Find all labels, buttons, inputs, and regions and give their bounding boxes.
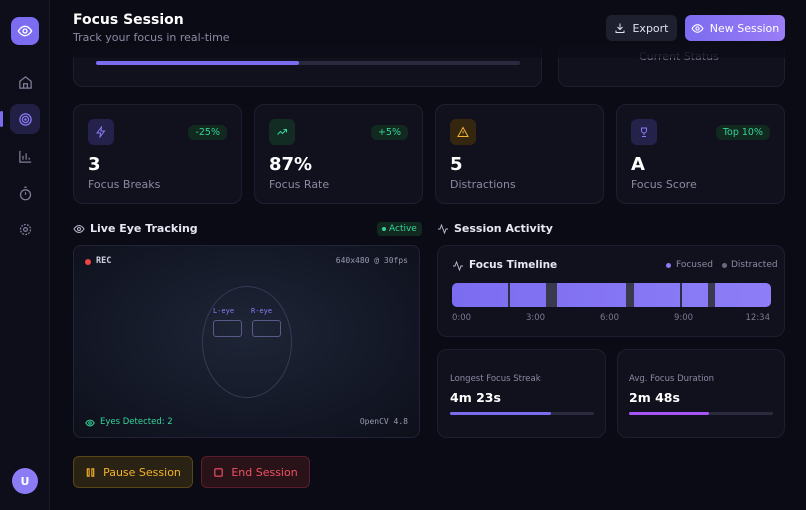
time-tick: 9:00	[674, 313, 694, 323]
header: Focus Session Track your focus in real-t…	[50, 0, 806, 58]
engine: OpenCV 4.8	[359, 417, 408, 426]
timeline-icon	[453, 260, 463, 272]
page-subtitle: Track your focus in real-time	[73, 31, 230, 44]
stat-value: 87%	[269, 154, 313, 175]
export-label: Export	[632, 21, 669, 35]
eye-icon	[73, 224, 85, 234]
metric-fill	[629, 412, 709, 415]
distracted-segment	[546, 283, 557, 307]
stat-icon	[88, 119, 114, 145]
legend-dot	[666, 263, 671, 268]
nav-home[interactable]	[11, 68, 39, 96]
metric-card: Avg. Focus Duration 2m 48s	[617, 349, 785, 438]
stat-card: +5% 87% Focus Rate	[254, 104, 423, 204]
right-eye-box	[252, 320, 281, 337]
metric-value: 4m 23s	[450, 390, 501, 405]
eyes-detected: Eyes Detected: 2	[100, 417, 173, 427]
time-tick: 3:00	[526, 313, 546, 323]
activity-icon	[438, 223, 448, 235]
distracted-segment	[680, 283, 682, 307]
stat-card: -25% 3 Focus Breaks	[73, 104, 242, 204]
left-eye-box	[213, 320, 242, 337]
sidebar: U	[0, 0, 50, 510]
time-tick: 6:00	[600, 313, 620, 323]
nav-timer[interactable]	[11, 179, 39, 207]
metric-value: 2m 48s	[629, 390, 680, 405]
left-eye-label: L-eye	[213, 307, 235, 315]
distracted-segment	[708, 283, 715, 307]
metric-label: Avg. Focus Duration	[629, 374, 715, 384]
rec-dot	[85, 259, 91, 265]
stat-card: Top 10% A Focus Score	[616, 104, 785, 204]
stat-value: 5	[450, 154, 463, 175]
end-button[interactable]: End Session	[201, 456, 310, 488]
active-label: Active	[389, 224, 417, 234]
stat-label: Focus Rate	[269, 178, 330, 191]
nav-focus[interactable]	[10, 104, 40, 134]
time-tick: 12:34	[745, 313, 771, 323]
time-tick: 0:00	[452, 313, 472, 323]
right-eye-label: R-eye	[251, 307, 273, 315]
metric-fill	[450, 412, 551, 415]
pause-label: Pause Session	[103, 465, 181, 479]
metric-card: Longest Focus Streak 4m 23s	[437, 349, 606, 438]
new-session-button[interactable]: New Session	[685, 15, 785, 41]
legend-label: Distracted	[731, 260, 778, 270]
nav-settings[interactable]	[11, 215, 39, 243]
page-title: Focus Session	[73, 12, 184, 28]
stat-badge: Top 10%	[715, 125, 770, 140]
rec-label: REC	[96, 256, 112, 266]
new-session-label: New Session	[709, 21, 780, 35]
stat-label: Distractions	[450, 178, 516, 191]
pause-button[interactable]: Pause Session	[73, 456, 193, 488]
stat-value: A	[631, 154, 645, 175]
legend-dot	[722, 263, 727, 268]
active-indicator	[0, 111, 3, 127]
legend-label: Focused	[676, 260, 713, 270]
distracted-segment	[626, 283, 634, 307]
stat-icon	[631, 119, 657, 145]
progress-track	[96, 61, 520, 65]
timeline-card: Focus Timeline Focused Distracted 0:00 3…	[437, 245, 785, 337]
logo[interactable]	[11, 17, 39, 45]
section-title: Session Activity	[454, 222, 553, 235]
stat-label: Focus Breaks	[88, 178, 161, 191]
export-button[interactable]: Export	[606, 15, 677, 41]
stat-card: 5 Distractions	[435, 104, 604, 204]
stat-badge: +5%	[370, 125, 408, 140]
stat-value: 3	[88, 154, 101, 175]
nav-stats[interactable]	[11, 142, 39, 170]
end-label: End Session	[231, 465, 298, 479]
stat-icon	[450, 119, 476, 145]
metric-label: Longest Focus Streak	[450, 374, 541, 384]
timeline-title: Focus Timeline	[469, 259, 558, 271]
active-badge: Active	[377, 222, 422, 236]
stat-label: Focus Score	[631, 178, 697, 191]
timeline-bar	[452, 283, 771, 307]
distracted-segment	[508, 283, 510, 307]
detect-icon	[85, 419, 95, 427]
metric-track	[629, 412, 773, 415]
video-feed: REC 640x480 @ 30fps L-eye R-eye Eyes Det…	[73, 245, 420, 438]
face-outline	[202, 286, 292, 398]
section-title: Live Eye Tracking	[90, 222, 198, 235]
progress-fill	[96, 61, 299, 65]
resolution: 640x480 @ 30fps	[335, 256, 408, 265]
stat-icon	[269, 119, 295, 145]
stat-badge: -25%	[188, 125, 227, 140]
metric-track	[450, 412, 594, 415]
avatar[interactable]: U	[12, 468, 38, 494]
